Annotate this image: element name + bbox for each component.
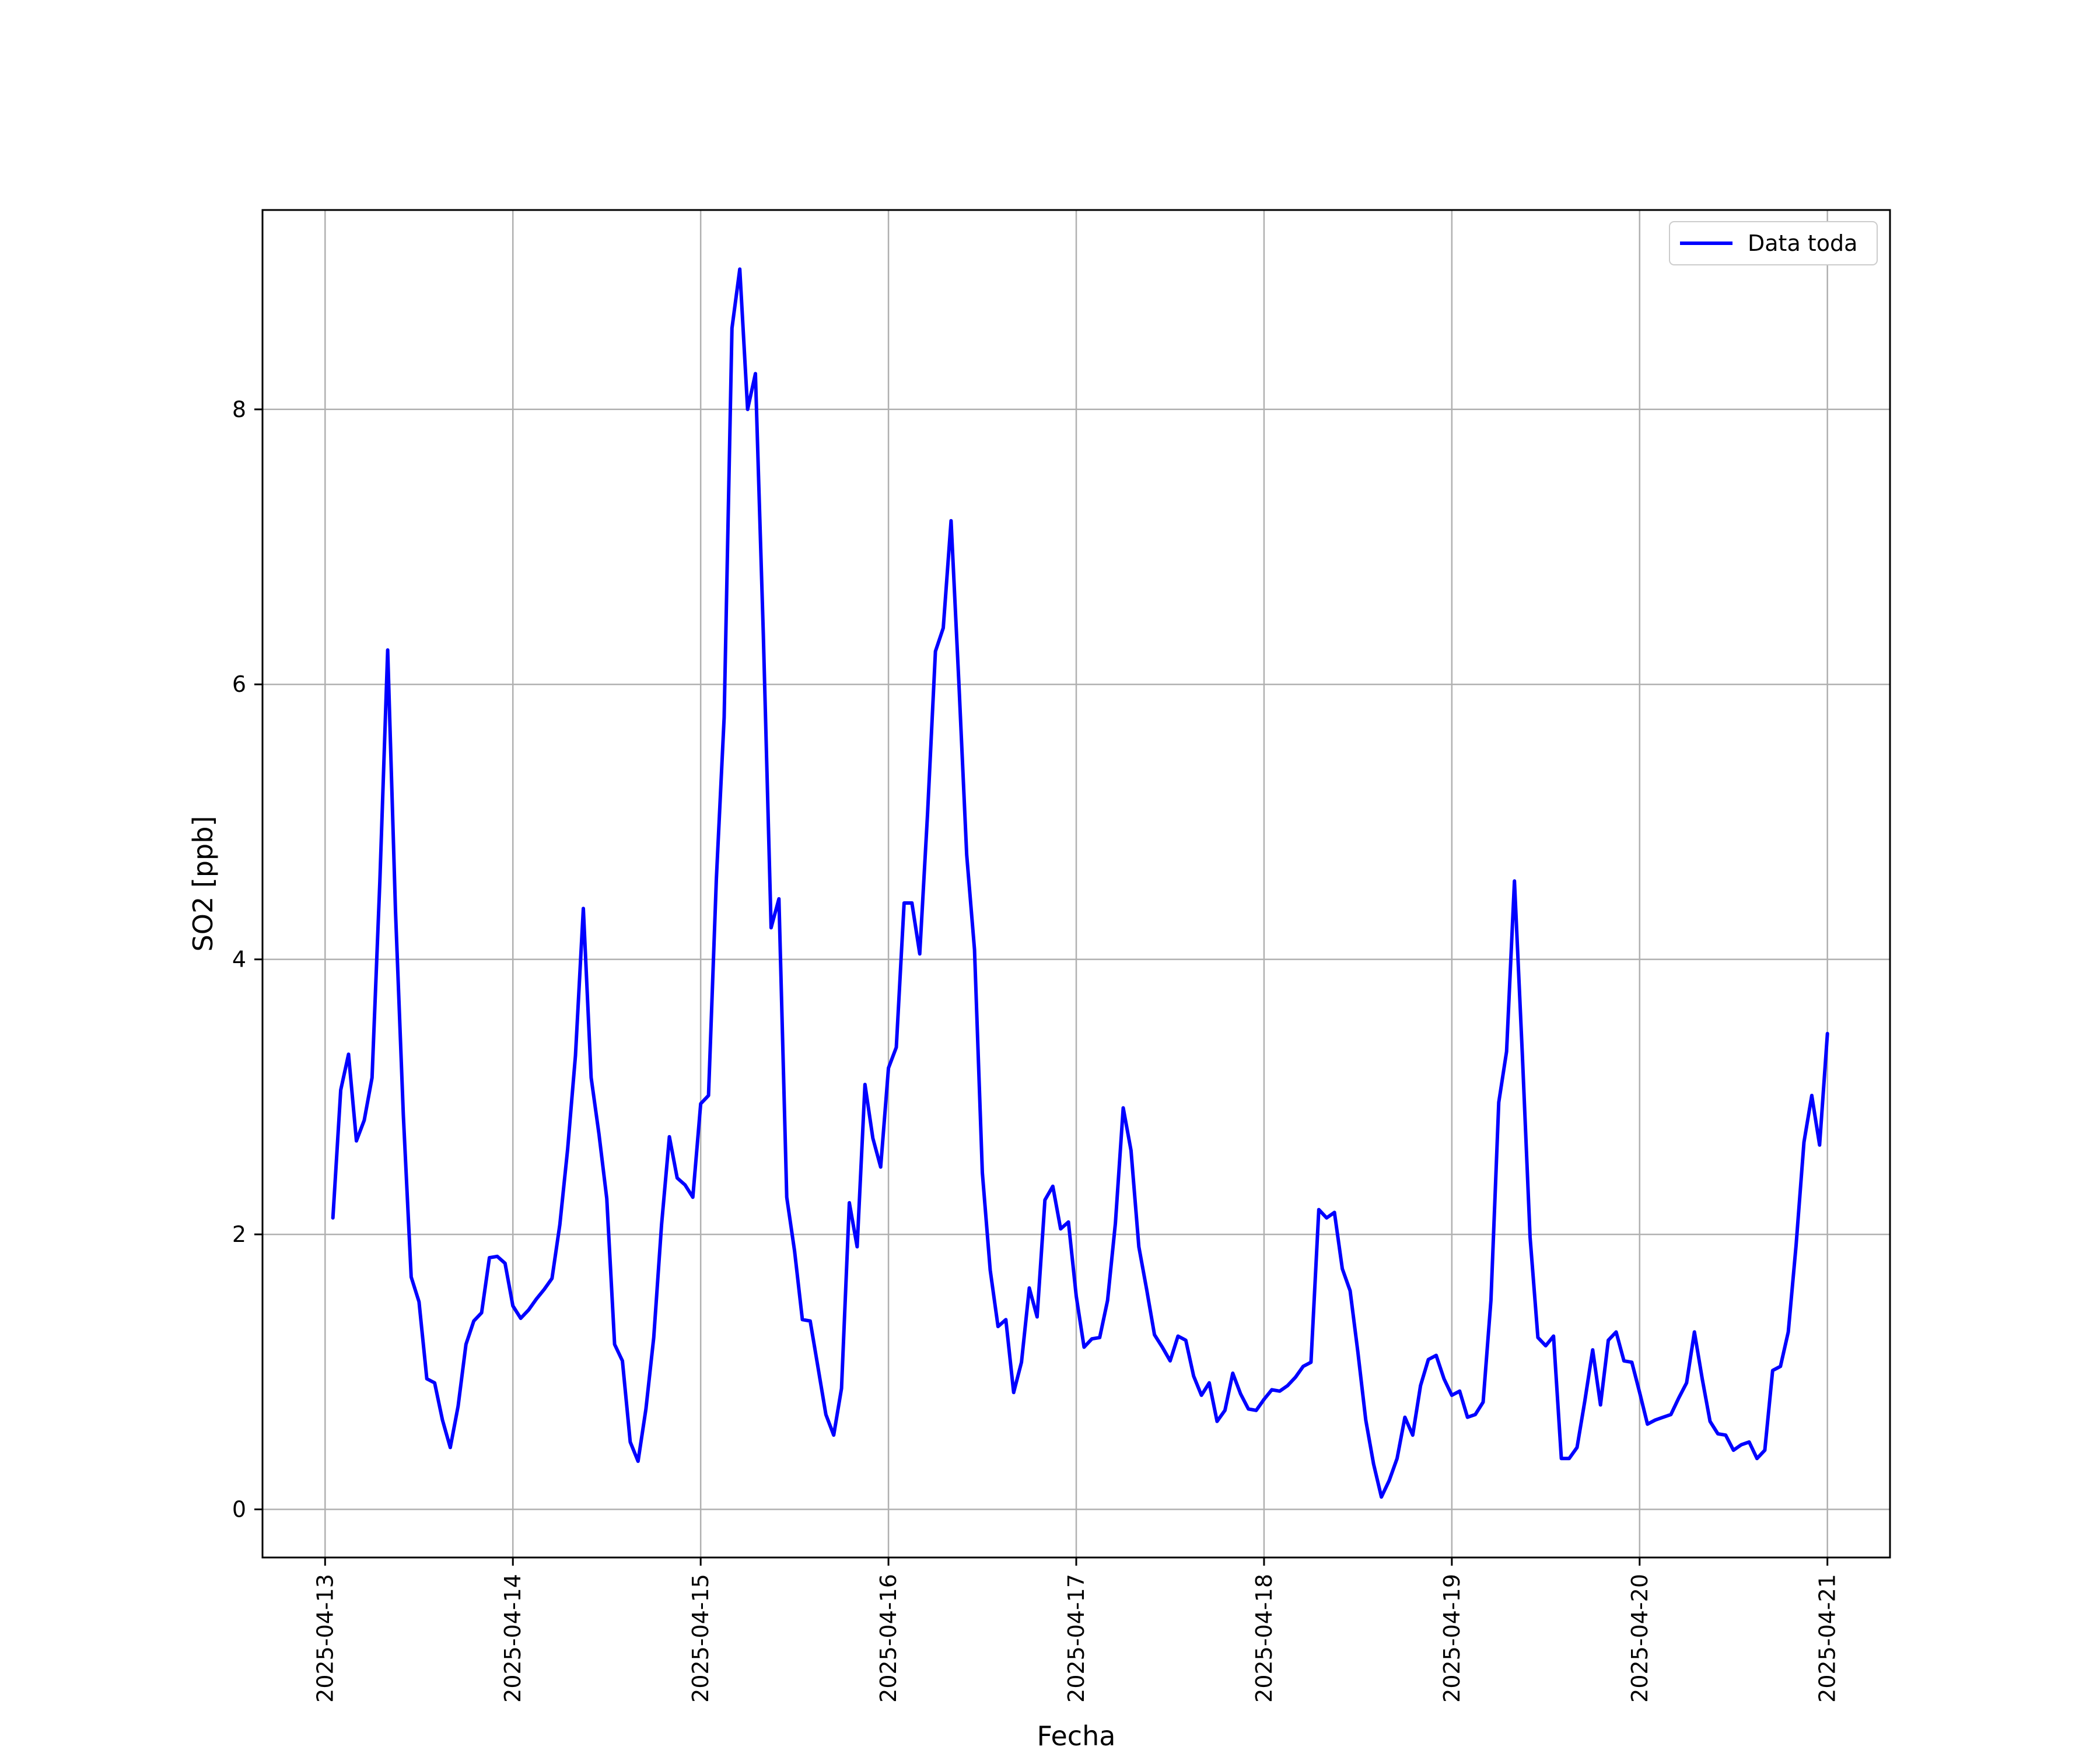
legend-box [1669, 221, 1878, 265]
series-line-data-toda [331, 267, 1829, 1499]
x-tick-label: 2025-04-15 [688, 1574, 713, 1703]
legend-label: Data toda [1748, 230, 1857, 256]
x-tick-label: 2025-04-20 [1627, 1574, 1653, 1703]
series-layer [331, 267, 1829, 1499]
y-axis-ticks: 0 2 4 6 8 [232, 397, 262, 1522]
x-tick-label: 2025-04-14 [500, 1574, 526, 1703]
x-axis-ticks: 2025-04-13 2025-04-14 2025-04-15 2025-04-16… [312, 1558, 1840, 1703]
y-tick-label: 8 [232, 397, 246, 422]
grid-lines [262, 210, 1890, 1558]
plot-area-frame [261, 209, 1891, 1559]
y-tick-label: 0 [232, 1497, 246, 1522]
x-tick-label: 2025-04-17 [1063, 1574, 1089, 1703]
x-tick-label: 2025-04-19 [1439, 1574, 1465, 1703]
y-tick-label: 4 [232, 947, 246, 972]
x-tick-label: 2025-04-13 [312, 1574, 338, 1703]
x-tick-label: 2025-04-21 [1815, 1574, 1840, 1703]
y-tick-label: 6 [232, 671, 246, 697]
x-tick-label: 2025-04-18 [1251, 1574, 1277, 1703]
x-axis-label: Fecha [1037, 1720, 1116, 1750]
x-tick-label: 2025-04-16 [876, 1574, 901, 1703]
y-tick-label: 2 [232, 1222, 246, 1247]
legend: Data toda [1669, 221, 1878, 265]
y-axis-label: SO2 [ppb] [187, 816, 219, 952]
